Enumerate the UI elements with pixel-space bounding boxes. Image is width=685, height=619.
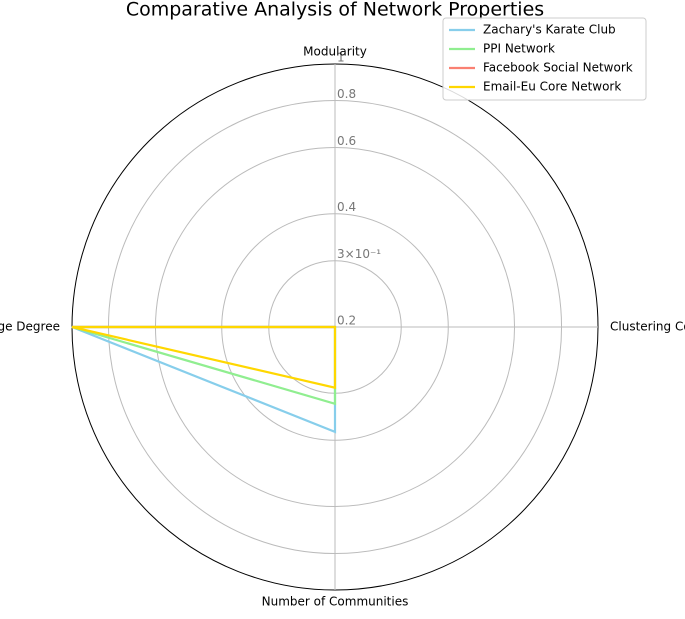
- axis-label: Average Degree: [0, 320, 60, 334]
- radial-tick-label: 0.6: [337, 134, 356, 148]
- axis-label: Clustering Coefficient: [610, 320, 685, 334]
- legend-label: PPI Network: [483, 42, 555, 56]
- legend-label: Facebook Social Network: [483, 61, 633, 75]
- axis-label: Modularity: [303, 45, 367, 59]
- chart-title: Comparative Analysis of Network Properti…: [126, 0, 544, 21]
- radial-tick-label: 0.2: [337, 314, 356, 328]
- axis-label: Number of Communities: [262, 595, 409, 609]
- radial-tick-label: 3×10⁻¹: [337, 247, 381, 261]
- legend-box: [442, 17, 647, 101]
- legend-label: Zachary's Karate Club: [483, 23, 616, 37]
- radial-tick-label: 1: [337, 51, 345, 65]
- radial-tick-label: 0.4: [337, 200, 356, 214]
- legend-label: Email-Eu Core Network: [483, 80, 621, 94]
- radial-tick-label: 0.8: [337, 87, 356, 101]
- series-line: [71, 325, 337, 390]
